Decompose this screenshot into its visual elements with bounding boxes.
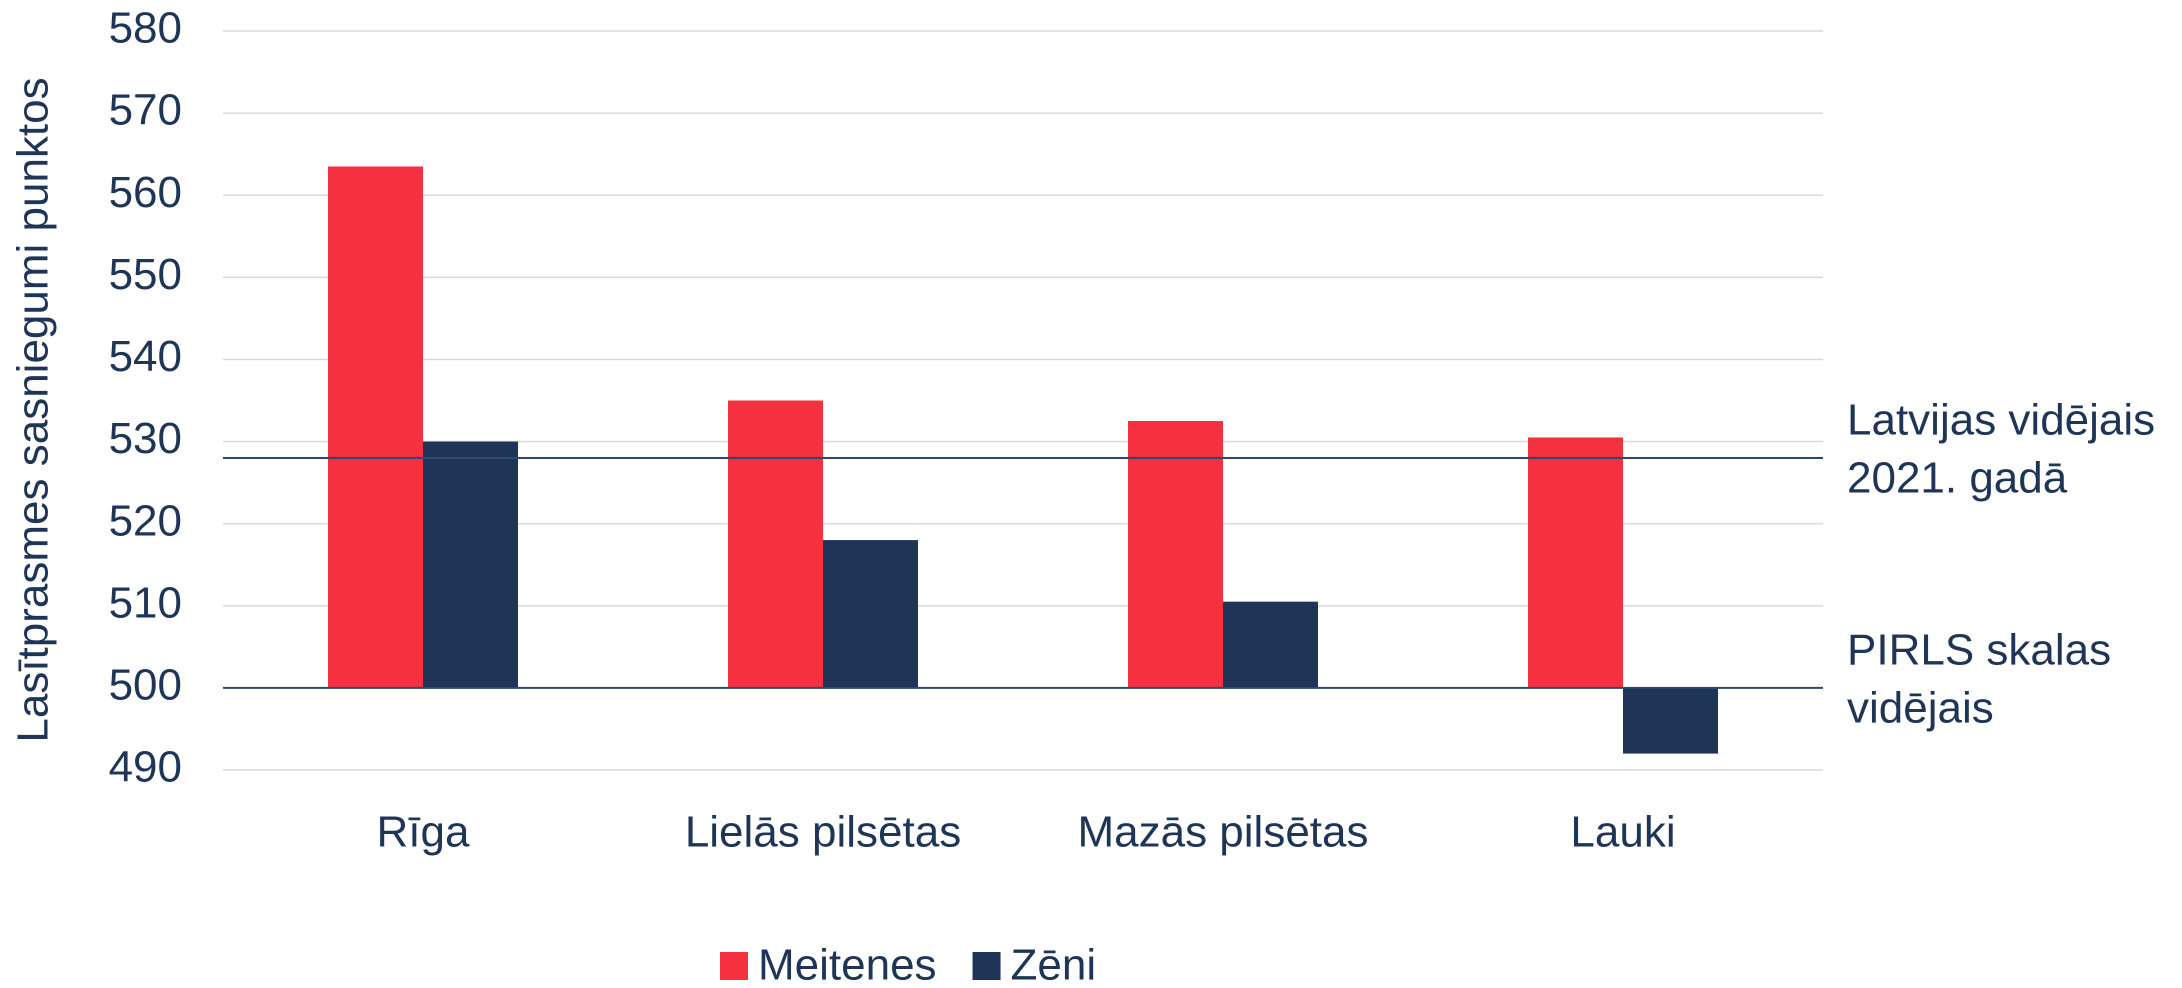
- x-tick-label: Mazās pilsētas: [1077, 808, 1368, 857]
- legend-swatch: [720, 952, 748, 980]
- bar: [1128, 421, 1223, 688]
- y-tick-label: 560: [109, 168, 182, 217]
- legend-label: Zēni: [1011, 941, 1097, 988]
- y-tick-label: 490: [109, 743, 182, 792]
- reference-label: Latvijas vidējais: [1847, 396, 2155, 445]
- x-tick-label: Lauki: [1570, 808, 1675, 857]
- y-tick-label: 570: [109, 86, 182, 135]
- reference-label: 2021. gadā: [1847, 454, 2068, 503]
- bar: [423, 441, 518, 688]
- y-tick-label: 530: [109, 414, 182, 463]
- bar: [1623, 687, 1718, 754]
- x-tick-label: Lielās pilsētas: [685, 808, 961, 857]
- bar: [823, 540, 918, 688]
- x-tick-label: Rīga: [377, 808, 470, 857]
- bar: [1223, 601, 1318, 688]
- y-tick-label: 510: [109, 578, 182, 627]
- bar: [1528, 437, 1623, 688]
- bar: [728, 400, 823, 688]
- reference-label: PIRLS skalas: [1847, 626, 2111, 675]
- reference-label: vidējais: [1847, 684, 1994, 733]
- legend-swatch: [972, 952, 1001, 980]
- y-tick-label: 550: [109, 250, 182, 299]
- y-tick-label: 540: [109, 332, 182, 381]
- y-tick-label: 520: [109, 496, 182, 545]
- y-tick-label: 580: [109, 4, 182, 53]
- bar: [328, 166, 423, 688]
- y-axis-label: Lasītprasmes sasniegumi punktos: [9, 77, 58, 742]
- legend-label: Meitenes: [758, 941, 937, 988]
- y-tick-label: 500: [109, 661, 182, 710]
